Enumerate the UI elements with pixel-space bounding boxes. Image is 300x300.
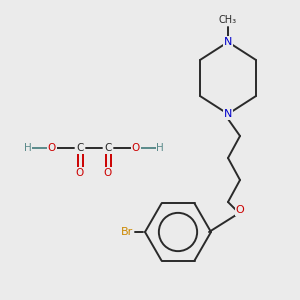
Text: CH₃: CH₃ (219, 15, 237, 25)
Text: N: N (224, 109, 232, 119)
Text: C: C (76, 143, 84, 153)
Text: C: C (104, 143, 112, 153)
Text: Br: Br (121, 227, 133, 237)
Text: O: O (76, 168, 84, 178)
Text: O: O (132, 143, 140, 153)
Text: N: N (224, 37, 232, 47)
Text: O: O (236, 205, 244, 215)
Text: H: H (156, 143, 164, 153)
Text: O: O (48, 143, 56, 153)
Text: O: O (104, 168, 112, 178)
Text: H: H (24, 143, 32, 153)
